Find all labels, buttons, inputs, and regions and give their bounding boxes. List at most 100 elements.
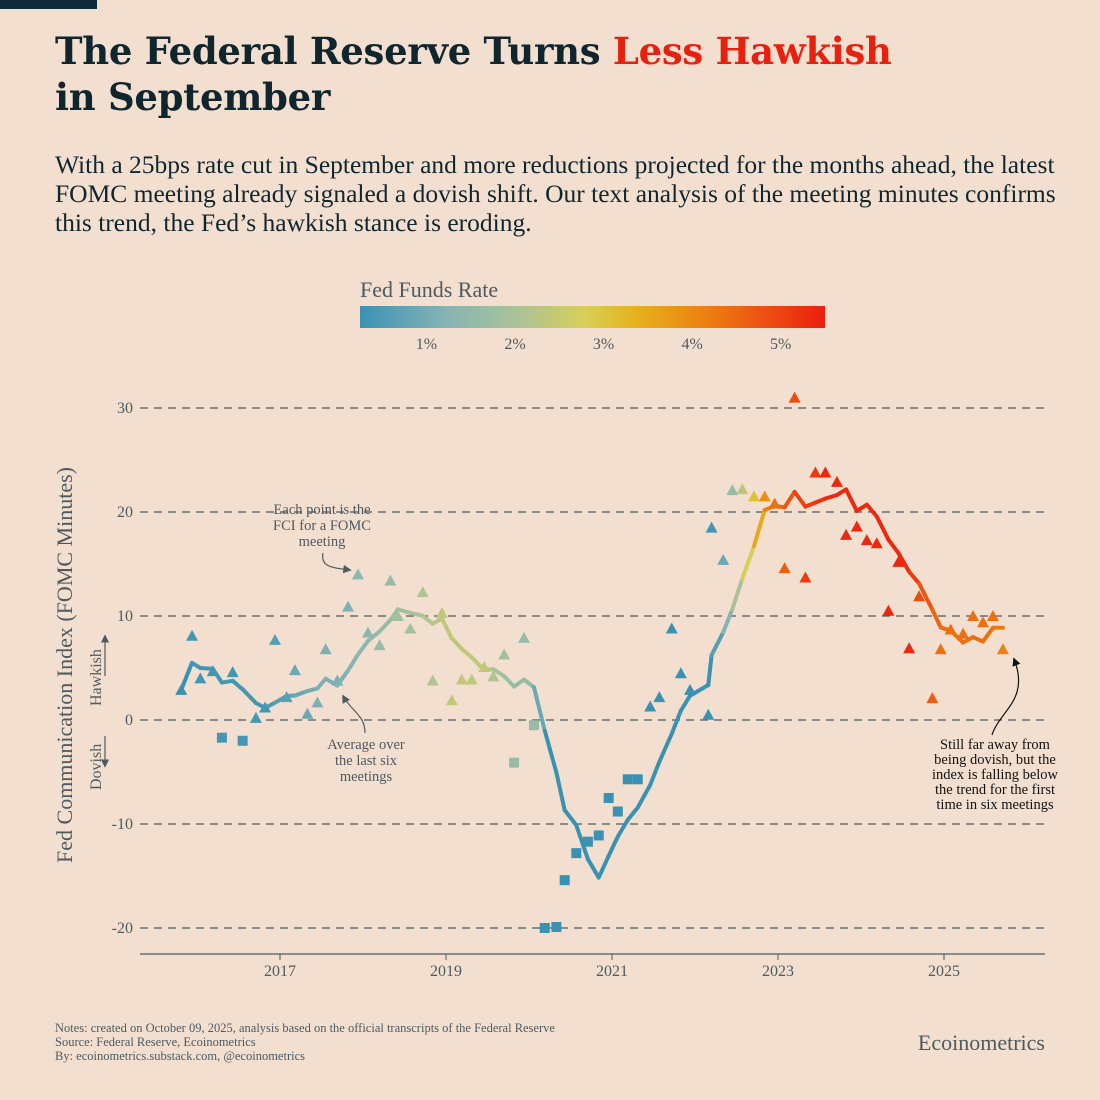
average-line-segment xyxy=(844,487,859,513)
x-tick-label: 2017 xyxy=(264,963,296,980)
line-note-line3: meetings xyxy=(340,769,393,785)
colorbar-label: Fed Funds Rate xyxy=(360,277,498,302)
meeting-point-triangle xyxy=(830,475,843,487)
latest-note-line2: being dovish, but the xyxy=(934,752,1056,768)
title-part1: The Federal Reserve Turns xyxy=(55,29,613,73)
average-line-segment xyxy=(864,502,879,519)
meeting-point-triangle xyxy=(226,666,239,678)
points-note-line2: FCI for a FOMC xyxy=(273,518,371,534)
meeting-point-square xyxy=(237,735,248,746)
average-line-segment xyxy=(751,507,767,549)
meeting-point-triangle xyxy=(465,673,478,685)
meeting-point-triangle xyxy=(882,604,895,616)
meeting-point-triangle xyxy=(311,696,324,708)
meeting-point-square xyxy=(612,806,623,817)
meeting-point-triangle xyxy=(175,683,188,695)
latest-note-line5: time in six meetings xyxy=(936,797,1054,813)
average-line-segment xyxy=(395,607,413,615)
meeting-point-square xyxy=(539,923,550,933)
average-line-segment xyxy=(874,514,891,542)
average-line-segment xyxy=(930,607,943,630)
meeting-point-triangle xyxy=(518,631,531,643)
meeting-point-triangle xyxy=(840,528,853,540)
meeting-point-triangle xyxy=(967,610,980,621)
average-line-segment xyxy=(179,660,195,692)
y-tick-label: 10 xyxy=(117,608,133,625)
meeting-point-triangle xyxy=(249,711,262,723)
meeting-point-square xyxy=(593,830,604,841)
meeting-point-square xyxy=(551,921,562,932)
footer-notes-line: Notes: created on October 09, 2025, anal… xyxy=(55,1021,555,1035)
average-line-segment xyxy=(721,607,735,635)
meeting-point-triangle xyxy=(259,701,272,713)
footer-by: By: ecoinometrics.substack.com, @ecoinom… xyxy=(55,1049,305,1063)
average-line-segment xyxy=(657,731,674,764)
average-line-segment xyxy=(669,708,683,736)
y-tick-label: -20 xyxy=(112,920,133,937)
average-line-segment xyxy=(449,636,464,651)
colorbar-tick-label: 4% xyxy=(681,336,702,353)
y-tick-label: 0 xyxy=(125,712,133,729)
average-line-segment xyxy=(388,607,400,622)
dovish-label: Dovish xyxy=(88,744,105,790)
title-highlight: Less Hawkish xyxy=(612,29,892,73)
y-tick-label: 20 xyxy=(117,504,133,521)
average-line-segment xyxy=(886,537,901,555)
average-line-segment xyxy=(740,544,756,581)
average-line-segment xyxy=(917,581,935,612)
average-line-segment xyxy=(502,674,517,689)
latest-note-line4: the trend for the first xyxy=(935,782,1055,798)
brand-logo-text: Ecoinometrics xyxy=(917,1030,1045,1055)
meeting-point-triangle xyxy=(684,683,697,695)
meeting-point-triangle xyxy=(426,674,439,686)
meeting-point-triangle xyxy=(799,571,812,583)
meeting-point-triangle xyxy=(778,562,791,574)
points-note-line3: meeting xyxy=(299,534,346,550)
meeting-point-triangle xyxy=(736,483,749,495)
average-line-segment xyxy=(365,629,382,643)
average-line-segment xyxy=(585,857,601,880)
average-line-segment xyxy=(635,783,653,810)
average-line-segment xyxy=(522,677,536,690)
average-line-segment xyxy=(420,613,435,626)
meeting-point-triangle xyxy=(352,568,365,580)
meeting-point-triangle xyxy=(206,665,219,677)
average-line-segment xyxy=(531,685,547,733)
average-line-segment xyxy=(230,678,245,692)
meeting-point-triangle xyxy=(702,708,715,720)
meeting-point-triangle xyxy=(747,490,760,502)
meeting-point-square xyxy=(559,875,570,886)
meeting-point-triangle xyxy=(957,627,970,639)
meeting-point-triangle xyxy=(705,521,718,533)
meeting-point-triangle xyxy=(819,466,832,478)
line-note-arrow xyxy=(342,694,366,734)
y-tick-label: -10 xyxy=(112,816,133,833)
average-line-segment xyxy=(315,676,328,691)
average-line-segment xyxy=(574,823,590,862)
average-line-segment xyxy=(542,728,559,775)
meeting-point-triangle xyxy=(280,691,293,703)
meeting-point-triangle xyxy=(717,553,730,565)
meeting-point-triangle xyxy=(934,643,947,655)
average-line-segment xyxy=(491,667,507,679)
meeting-point-triangle xyxy=(944,623,957,635)
average-line-segment xyxy=(706,653,714,687)
average-line-segment xyxy=(709,630,726,658)
meeting-point-triangle xyxy=(986,610,999,621)
meeting-point-triangle xyxy=(404,622,417,634)
top-accent-bar xyxy=(0,0,97,9)
average-line-segment xyxy=(356,638,370,657)
meeting-point-triangle xyxy=(903,642,916,654)
average-line-segment xyxy=(615,817,630,839)
meeting-point-triangle xyxy=(186,629,199,641)
average-line-segment xyxy=(678,693,693,713)
meeting-point-triangle xyxy=(416,586,429,598)
y-tick-label: 30 xyxy=(117,400,133,417)
meeting-point-triangle xyxy=(498,648,511,660)
meeting-point-triangle xyxy=(926,692,939,704)
average-line-segment xyxy=(240,687,258,706)
meeting-point-triangle xyxy=(809,466,822,478)
average-line-segment xyxy=(198,666,215,671)
meeting-point-square xyxy=(528,720,539,731)
